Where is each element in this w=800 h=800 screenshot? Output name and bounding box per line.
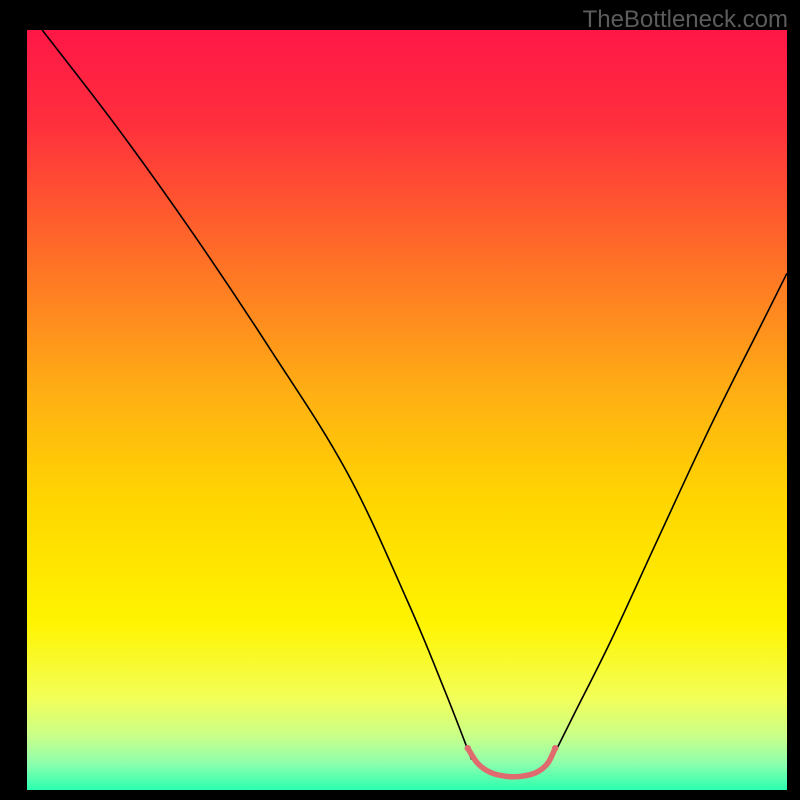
plot-area [27, 30, 787, 790]
chart-stage: TheBottleneck.com [0, 0, 800, 800]
arc-right-endpoint-dot [552, 745, 558, 751]
plot-svg [27, 30, 787, 790]
arc-left-endpoint-dot [465, 745, 471, 751]
gradient-background [27, 30, 787, 790]
